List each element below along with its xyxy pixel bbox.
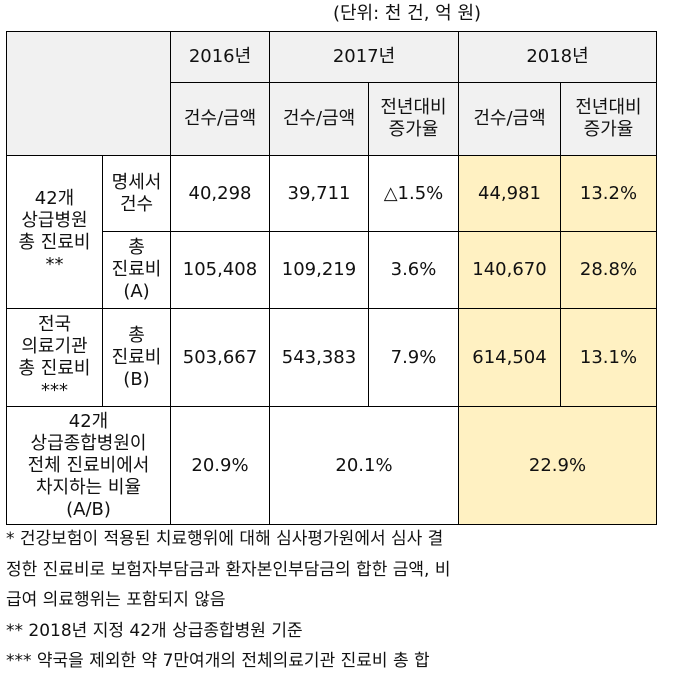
cell-total-a-change-2018: 28.8% <box>560 231 657 309</box>
row-label-claims: 명세서 건수 <box>102 155 171 232</box>
cell-total-b-2017: 543,383 <box>269 308 369 407</box>
subheader-change-line: 전년대비 <box>575 97 642 118</box>
group-label-line: 상급병원 <box>21 210 88 231</box>
row-label-line: 상급종합병원이 <box>30 432 147 454</box>
group-label-line: 전국 <box>37 313 72 335</box>
row-label-line: 전체 진료비에서 <box>27 454 150 476</box>
cell-total-b-change-2018: 13.1% <box>560 308 657 407</box>
subheader-change-2018: 전년대비 증가율 <box>560 82 657 156</box>
medical-expense-table: 2016년 2017년 2018년 건수/금액 건수/금액 전년대비 증가율 건… <box>6 31 657 525</box>
cell-total-b-2016: 503,667 <box>170 308 270 407</box>
header-year-2017: 2017년 <box>269 31 459 83</box>
group-label-42-hospitals: 42개 상급병원 총 진료비 ** <box>6 155 103 309</box>
header-year-2016: 2016년 <box>170 31 270 83</box>
row-label-ratio: 42개 상급종합병원이 전체 진료비에서 차지하는 비율 (A/B) <box>6 406 171 525</box>
subheader-amount-2017: 건수/금액 <box>269 82 369 156</box>
subheader-change-line: 증가율 <box>583 119 634 140</box>
row-label-total-b: 총 진료비 (B) <box>102 308 171 407</box>
cell-total-a-2018: 140,670 <box>458 231 561 309</box>
cell-total-b-change-2017: 7.9% <box>368 308 459 407</box>
subheader-change-line: 전년대비 <box>380 97 447 118</box>
row-label-line: 진료비 <box>111 259 162 280</box>
group-label-line: 총 진료비 <box>18 357 91 379</box>
row-label-line: (A) <box>123 281 150 302</box>
header-year-2018: 2018년 <box>458 31 657 83</box>
cell-claims-2017: 39,711 <box>269 155 369 232</box>
row-label-line: 진료비 <box>111 346 162 368</box>
cell-claims-change-2017: △1.5% <box>368 155 459 232</box>
group-label-line: 42개 <box>34 188 75 209</box>
subheader-amount-2018: 건수/금액 <box>458 82 561 156</box>
cell-claims-2016: 40,298 <box>170 155 270 232</box>
cell-claims-2018: 44,981 <box>458 155 561 232</box>
cell-total-b-2018: 614,504 <box>458 308 561 407</box>
row-label-line: 총 <box>128 324 145 346</box>
row-label-line: 차지하는 비율 <box>35 476 142 498</box>
footnote-line: *** 약국을 제외한 약 7만여개의 전체의료기관 진료비 총 합 <box>6 651 430 671</box>
footnote-line: 급여 의료행위는 포함되지 않음 <box>6 590 226 610</box>
row-label-line: (B) <box>123 368 150 390</box>
row-label-line: 42개 <box>68 410 109 432</box>
cell-ratio-2017: 20.1% <box>269 406 459 525</box>
cell-ratio-2016: 20.9% <box>170 406 270 525</box>
subheader-change-2017: 전년대비 증가율 <box>368 82 459 156</box>
group-label-line: *** <box>41 379 68 401</box>
subheader-change-line: 증가율 <box>388 119 439 140</box>
footnotes: * 건강보험이 적용된 치료행위에 대해 심사평가원에서 심사 결 정한 진료비… <box>6 524 676 677</box>
footnote-line: ** 2018년 지정 42개 상급종합병원 기준 <box>6 620 303 641</box>
header-corner-cell <box>6 31 171 156</box>
unit-note: (단위: 천 건, 억 원) <box>332 3 482 24</box>
group-label-line: 총 진료비 <box>18 232 91 253</box>
cell-total-a-2016: 105,408 <box>170 231 270 309</box>
cell-ratio-2018: 22.9% <box>458 406 657 525</box>
footnote-line: * 건강보험이 적용된 치료행위에 대해 심사평가원에서 심사 결 <box>6 529 444 549</box>
cell-total-a-2017: 109,219 <box>269 231 369 309</box>
footnote-line: 정한 진료비로 보험자부담금과 환자본인부담금의 합한 금액, 비 <box>6 559 451 580</box>
row-label-line: 명세서 <box>111 171 162 193</box>
cell-claims-change-2018: 13.2% <box>560 155 657 232</box>
row-label-total-a: 총 진료비 (A) <box>102 231 171 309</box>
group-label-line: ** <box>45 254 64 275</box>
group-label-line: 의료기관 <box>21 335 88 357</box>
group-label-nationwide: 전국 의료기관 총 진료비 *** <box>6 308 103 407</box>
row-label-line: 건수 <box>119 193 154 215</box>
row-label-line: 총 <box>128 237 145 258</box>
row-label-line: (A/B) <box>66 498 111 520</box>
cell-total-a-change-2017: 3.6% <box>368 231 459 309</box>
subheader-amount-2016: 건수/금액 <box>170 82 270 156</box>
